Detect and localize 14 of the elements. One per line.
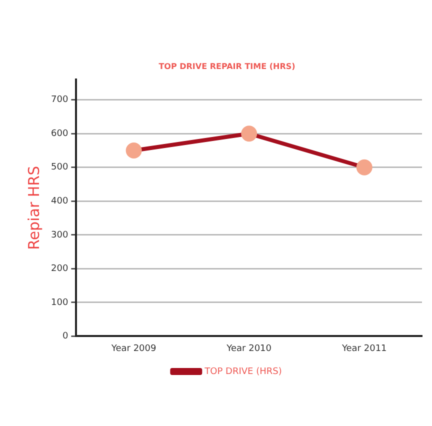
y-tick-label: 200: [50, 264, 68, 274]
y-tick-label: 0: [62, 332, 68, 342]
y-tick-label: 400: [50, 196, 68, 206]
legend-label: TOP DRIVE (HRS): [204, 366, 282, 377]
y-tick-label: 500: [50, 162, 68, 173]
y-tick-label: 300: [50, 230, 68, 240]
x-tick-label: Year 2010: [226, 344, 272, 354]
y-tick-label: 100: [50, 298, 68, 308]
x-tick-label: Year 2011: [340, 344, 387, 354]
y-tick-label: 600: [50, 128, 68, 139]
y-tick-label: 700: [50, 95, 68, 106]
chart-title: TOP DRIVE REPAIR TIME (HRS): [158, 62, 296, 71]
y-axis-title: Repiar HRS: [24, 166, 43, 250]
x-tick-label: Year 2009: [110, 344, 156, 354]
